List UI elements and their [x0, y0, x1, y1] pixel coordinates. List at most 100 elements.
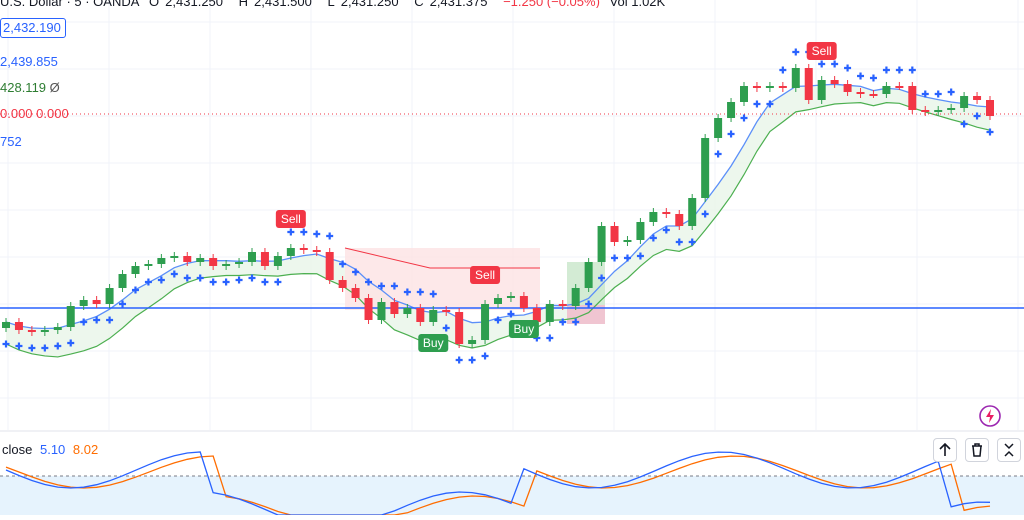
oscillator-label: close [2, 442, 33, 457]
candle [597, 226, 606, 262]
candle [416, 308, 425, 322]
psar-mark [908, 66, 916, 74]
psar-mark [598, 274, 606, 282]
candle [468, 340, 477, 344]
psar-mark [636, 252, 644, 260]
psar-dot [455, 356, 463, 364]
symbol-header: U.S. Dollar · 5 · OANDA O 2,431.250 H 2,43… [0, 0, 1024, 8]
psar-mark [416, 288, 424, 296]
psar-mark [248, 274, 256, 282]
psar-mark [183, 274, 191, 282]
candle [79, 300, 88, 306]
psar-dot [507, 310, 515, 318]
lightning-icon[interactable] [978, 404, 1002, 428]
psar-mark [662, 226, 670, 234]
psar-dot [611, 254, 619, 262]
psar-dot [546, 334, 554, 342]
psar-dot [365, 278, 373, 286]
psar-dot [352, 268, 360, 276]
psar-dot [41, 344, 49, 352]
candle [908, 86, 917, 110]
candle [222, 264, 231, 266]
candle [325, 252, 334, 280]
psar-dot [468, 356, 476, 364]
psar-dot [222, 278, 230, 286]
candle [921, 110, 930, 112]
psar-dot [572, 318, 580, 326]
candle [727, 102, 736, 118]
psar-dot [442, 324, 450, 332]
psar-dot [429, 290, 437, 298]
psar-mark [468, 356, 476, 364]
buy-signal-badge [508, 320, 539, 338]
candle [390, 302, 399, 314]
psar-mark [947, 88, 955, 96]
candle [714, 118, 723, 138]
psar-dot [28, 344, 36, 352]
trash-icon [972, 443, 982, 457]
psar-dot [2, 340, 10, 348]
psar-mark [507, 310, 515, 318]
psar-dot [403, 288, 411, 296]
psar-dot [54, 342, 62, 350]
psar-mark [365, 278, 373, 286]
psar-mark [352, 268, 360, 276]
psar-mark [326, 232, 334, 240]
psar-dot [727, 130, 735, 138]
lower-band-label: 428.119 Ø [0, 80, 60, 95]
psar-dot [766, 100, 774, 108]
candle [403, 308, 412, 314]
psar-mark [274, 278, 282, 286]
psar-dot [559, 318, 567, 326]
sell-signal-badge [806, 42, 837, 60]
sell-signal-label: Sell [475, 268, 495, 282]
psar-dot [662, 226, 670, 234]
candle [882, 86, 891, 94]
psar-mark [313, 230, 321, 238]
candle [494, 298, 502, 304]
psar-dot [313, 230, 321, 238]
psar-mark [144, 278, 152, 286]
psar-mark [222, 278, 230, 286]
psar-dot [481, 352, 489, 360]
candle [571, 288, 580, 306]
candle [688, 198, 697, 226]
sell-signal-label: Sell [281, 212, 301, 226]
ohlc-high: H 2,431.500 [238, 0, 312, 8]
candle [986, 100, 994, 116]
candle [791, 68, 800, 88]
candle [144, 264, 153, 266]
psar-mark [869, 74, 877, 82]
psar-mark [67, 339, 75, 347]
candle [286, 248, 295, 256]
move-pane-up-button[interactable] [933, 438, 957, 462]
candle [157, 258, 166, 264]
psar-dot [869, 74, 877, 82]
candle [235, 262, 244, 264]
symbol-name[interactable]: U.S. Dollar · 5 · OANDA [0, 0, 140, 8]
candle [752, 86, 761, 88]
psar-dot [15, 342, 23, 350]
psar-mark [857, 72, 865, 80]
psar-dot [585, 300, 593, 308]
psar-dot [649, 234, 657, 242]
psar-mark [15, 342, 23, 350]
psar-mark [688, 238, 696, 246]
psar-mark [844, 64, 852, 72]
psar-dot [274, 278, 282, 286]
psar-dot [921, 90, 929, 98]
sell-signal-badge [470, 266, 501, 284]
psar-dot [377, 282, 385, 290]
psar-mark [559, 318, 567, 326]
psar-dot [339, 260, 347, 268]
psar-mark [753, 100, 761, 108]
remove-pane-button[interactable] [965, 438, 989, 462]
psar-mark [572, 318, 580, 326]
psar-mark [623, 254, 631, 262]
psar-dot [623, 254, 631, 262]
collapse-pane-button[interactable] [997, 438, 1021, 462]
candle [196, 258, 205, 262]
candle [2, 322, 10, 328]
bottom-band-label: 752 [0, 134, 22, 149]
